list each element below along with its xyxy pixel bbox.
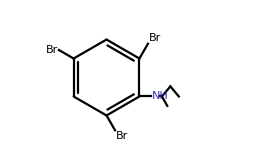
- Text: Br: Br: [149, 33, 161, 42]
- Text: NH: NH: [151, 91, 168, 101]
- Text: Br: Br: [46, 45, 58, 55]
- Text: Br: Br: [116, 131, 128, 142]
